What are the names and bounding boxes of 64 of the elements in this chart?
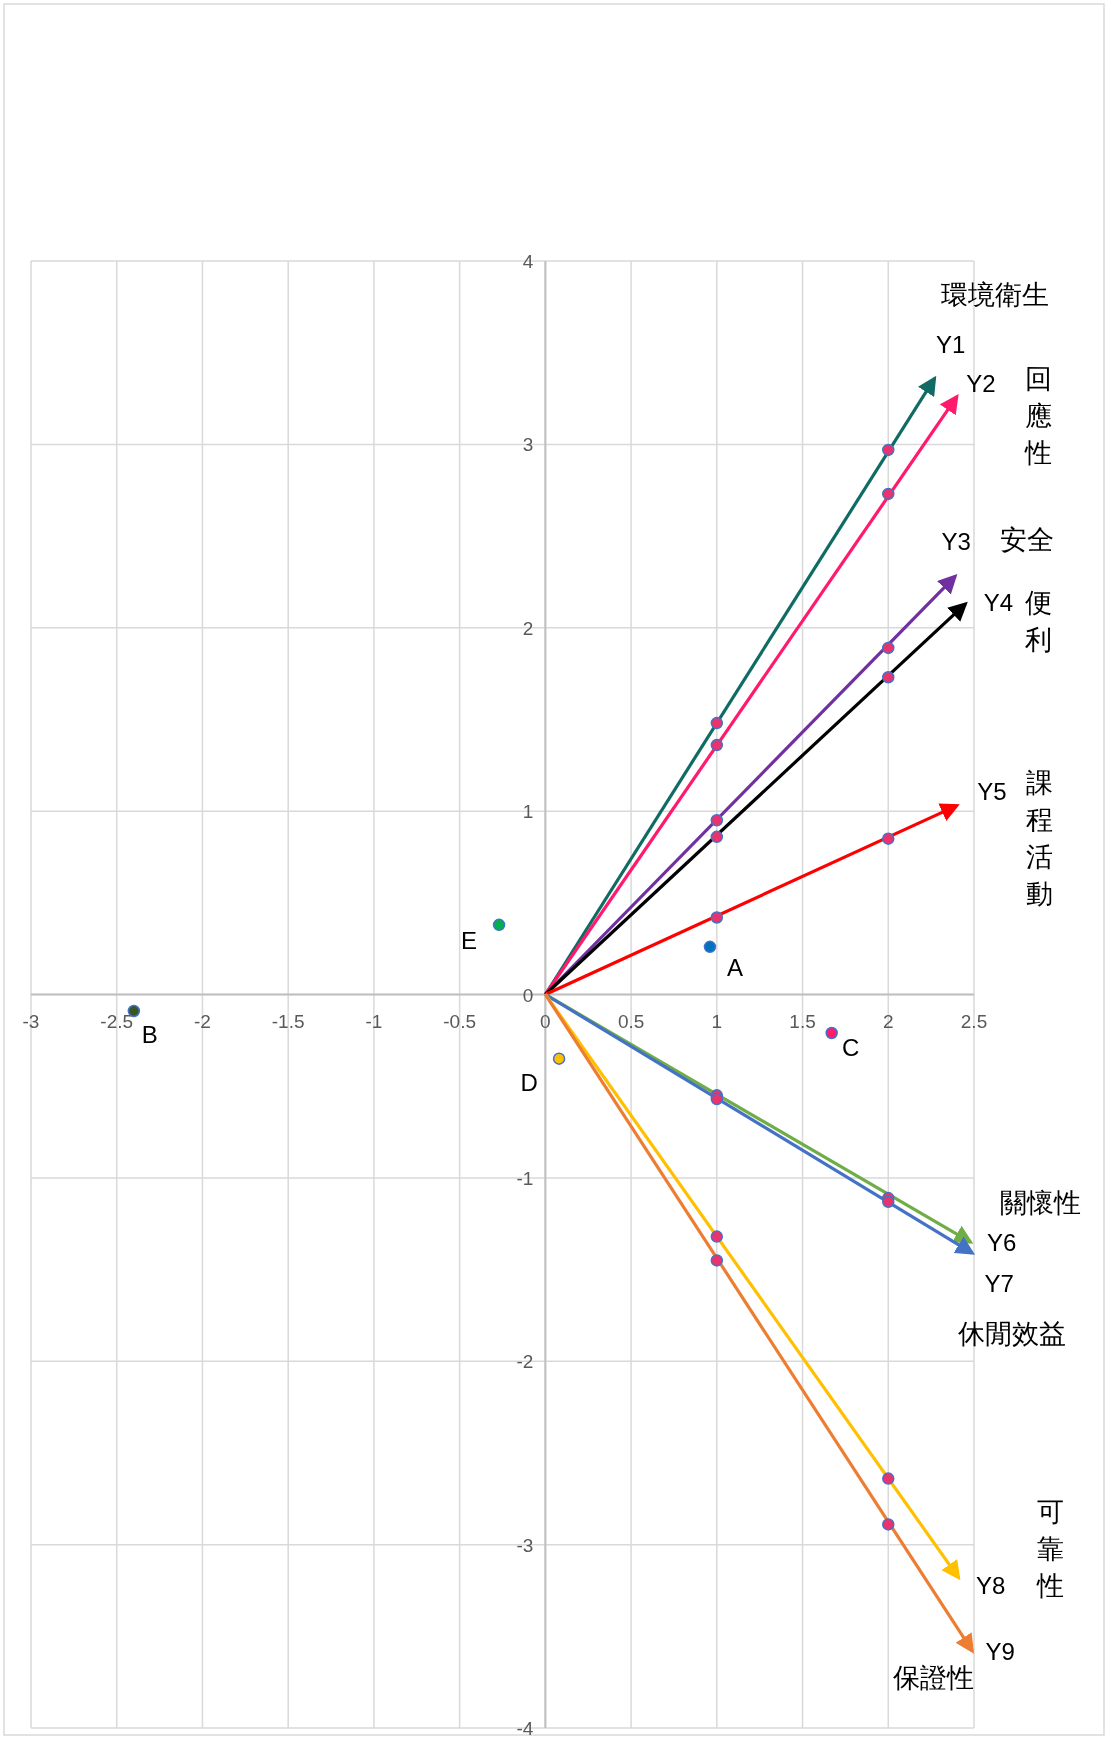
y-tick-label: 4	[522, 251, 534, 272]
series-label: Y5	[977, 777, 1007, 805]
x-tick-label: -3	[22, 1010, 40, 1032]
point	[882, 832, 895, 845]
data-label: E	[461, 927, 478, 955]
x-tick-label: 2.5	[960, 1010, 988, 1032]
point	[703, 940, 717, 954]
text: 關懷性	[999, 1188, 1081, 1219]
y-tick-label: 2	[522, 617, 534, 639]
point	[710, 716, 724, 730]
series-label: Y3	[941, 527, 971, 555]
x-tick-label: 1	[711, 1010, 723, 1032]
series-label: Y2	[966, 370, 996, 398]
y-tick-label: -4	[516, 1718, 534, 1739]
point	[882, 1195, 895, 1208]
point	[882, 671, 895, 684]
point	[710, 1254, 724, 1267]
x-tick-label: 1.5	[789, 1010, 816, 1032]
y-tick-label: -1	[516, 1167, 534, 1189]
point	[882, 1472, 895, 1485]
x-tick-label: -2	[194, 1010, 211, 1032]
text: 回應性	[1023, 364, 1052, 469]
x-tick-label: -2.5	[100, 1010, 134, 1032]
y-tick-label: 1	[522, 801, 534, 823]
series-label: Y1	[935, 330, 966, 358]
data-label: D	[520, 1069, 538, 1097]
data-label: C	[842, 1034, 860, 1062]
series-label: Y4	[983, 589, 1014, 617]
point	[710, 911, 724, 924]
point	[882, 1518, 895, 1531]
series-label: Y6	[986, 1229, 1017, 1257]
point	[825, 1026, 838, 1040]
text: 安全	[1000, 525, 1054, 556]
data-label: B	[141, 1021, 158, 1049]
annotation: 保證性	[892, 1663, 974, 1694]
point	[710, 814, 724, 827]
y-tick-label: 3	[522, 434, 534, 456]
annotation: 休閒效益	[958, 1319, 1066, 1350]
point	[882, 443, 895, 457]
point	[710, 1092, 724, 1106]
point	[710, 830, 724, 844]
x-tick-label: -0.5	[443, 1010, 477, 1032]
x-tick-label: 2	[882, 1010, 894, 1032]
y-tick-label: 0	[522, 984, 534, 1006]
x-tick-label: 0.5	[617, 1010, 645, 1032]
x-tick-label: -1	[365, 1010, 383, 1032]
text: 可靠性	[1035, 1497, 1064, 1602]
x-tick-label: 0	[540, 1010, 551, 1032]
point	[710, 1230, 724, 1243]
data-label: A	[726, 954, 743, 982]
text: 便利	[1024, 587, 1052, 655]
point	[710, 738, 724, 752]
point	[882, 641, 895, 655]
y-tick-label: -2	[516, 1351, 534, 1373]
x-tick-label: -1.5	[271, 1010, 305, 1032]
series-label: Y7	[984, 1270, 1014, 1298]
point	[492, 918, 506, 932]
series-label: Y9	[985, 1638, 1015, 1666]
point	[882, 487, 895, 501]
series-label: Y8	[975, 1571, 1006, 1599]
text: 課程活動	[1025, 767, 1053, 909]
annotation: 環境衛生	[941, 280, 1049, 311]
point	[552, 1052, 566, 1065]
y-tick-label: -3	[516, 1534, 534, 1556]
